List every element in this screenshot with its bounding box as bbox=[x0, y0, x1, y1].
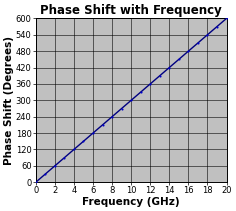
Title: Phase Shift with Frequency: Phase Shift with Frequency bbox=[40, 4, 222, 17]
X-axis label: Frequency (GHz): Frequency (GHz) bbox=[82, 197, 180, 207]
Y-axis label: Phase Shift (Degrees): Phase Shift (Degrees) bbox=[4, 36, 14, 165]
